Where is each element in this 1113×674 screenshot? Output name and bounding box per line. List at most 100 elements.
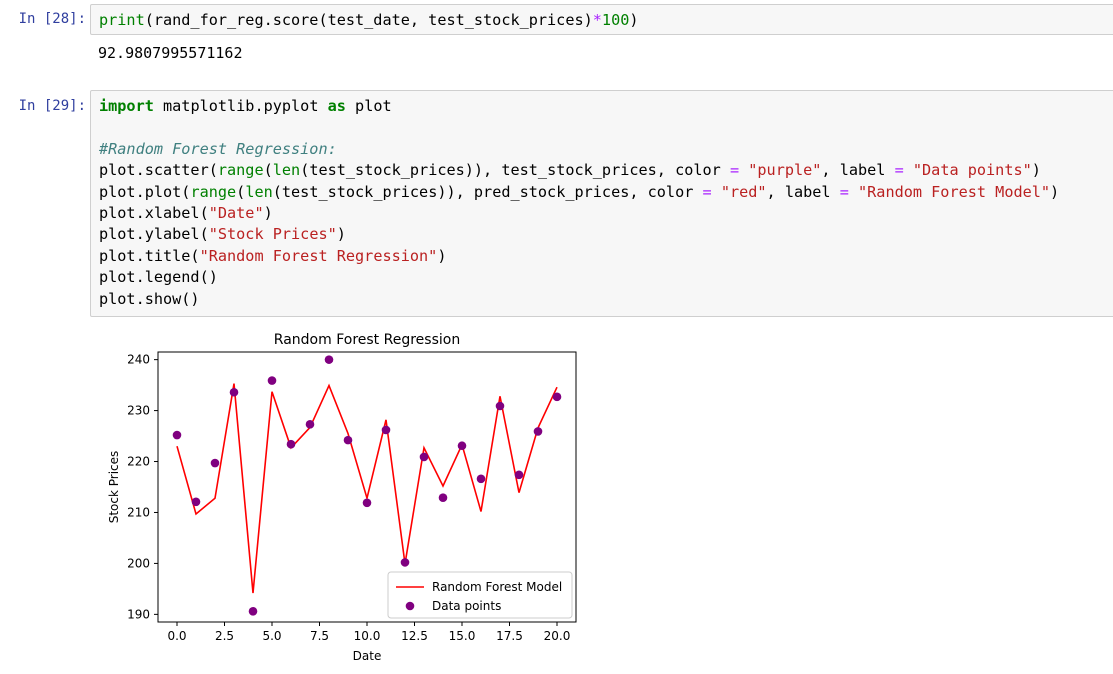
code-token: (rand_for_reg.score(test_date, test_stoc… <box>144 11 593 29</box>
code-token: ) <box>1050 182 1060 201</box>
code-line: #Random Forest Regression: <box>99 139 1111 160</box>
data-point <box>248 607 258 616</box>
code-line: print(rand_for_reg.score(test_date, test… <box>99 10 1111 31</box>
data-point <box>400 558 410 567</box>
code-token: (test_stock_prices)), test_stock_prices,… <box>300 161 730 180</box>
data-point <box>324 355 334 364</box>
data-point <box>305 420 315 429</box>
data-point <box>229 387 239 397</box>
code-line <box>99 117 1111 138</box>
legend-label-model: Random Forest Model <box>432 580 562 594</box>
x-tick-label: 20.0 <box>544 629 571 643</box>
code-line: import matplotlib.pyplot as plot <box>99 96 1111 117</box>
legend-point-marker <box>405 601 415 611</box>
code-token: "Random Forest Regression" <box>199 246 438 265</box>
code-token: "purple" <box>748 161 822 180</box>
y-tick-label: 240 <box>127 353 150 367</box>
data-point <box>457 441 467 451</box>
code-line: plot.scatter(range(len(test_stock_prices… <box>99 160 1111 181</box>
code-token: "Stock Prices" <box>208 225 337 244</box>
code-token <box>739 161 748 179</box>
code-token: print <box>99 11 145 29</box>
y-axis-label: Stock Prices <box>107 451 121 524</box>
code-line: plot.show() <box>99 289 1111 310</box>
code-editor-28[interactable]: print(rand_for_reg.score(test_date, test… <box>99 10 1111 31</box>
cell-prompt-28: In [28]: <box>18 11 86 27</box>
code-line: plot.xlabel("Date") <box>99 203 1111 224</box>
data-point <box>210 458 220 468</box>
code-token: plot.legend() <box>99 268 218 287</box>
code-token: len <box>272 161 301 180</box>
code-token: ) <box>1031 161 1041 180</box>
data-point <box>191 497 201 507</box>
x-tick-label: 12.5 <box>401 629 428 643</box>
code-token: , label <box>821 161 895 180</box>
data-point <box>267 376 277 385</box>
legend-box <box>387 571 573 619</box>
code-token: range <box>217 161 264 180</box>
data-point <box>552 392 562 402</box>
code-token: ( <box>263 161 273 180</box>
data-point <box>343 435 353 445</box>
code-line: plot.ylabel("Stock Prices") <box>99 224 1111 245</box>
code-token: plot.show() <box>99 289 200 308</box>
x-tick-label: 17.5 <box>496 629 523 643</box>
code-token: = <box>839 182 849 201</box>
chart-random-forest-regression: Random Forest Regression 0.0 2.5 5.0 7.5 10.0… <box>107 332 577 663</box>
code-token: "Random Forest Model" <box>858 182 1051 201</box>
code-token: "Date" <box>208 204 264 223</box>
y-tick-label: 210 <box>127 505 150 519</box>
data-point <box>286 439 296 449</box>
code-token: as <box>327 97 346 115</box>
code-token: (test_stock_prices)), pred_stock_prices,… <box>272 182 703 201</box>
data-point <box>438 493 448 502</box>
code-editor-29[interactable]: import matplotlib.pyplot as plot #Random… <box>99 96 1111 310</box>
x-tick-label: 0.0 <box>167 629 186 643</box>
data-point <box>419 452 429 462</box>
code-token: 100 <box>601 11 630 29</box>
code-token: ( <box>236 182 246 201</box>
data-point <box>172 430 182 440</box>
y-tick-label: 200 <box>127 556 150 570</box>
code-cell-29[interactable]: import matplotlib.pyplot as plot #Random… <box>90 90 1113 317</box>
code-token: "red" <box>720 182 767 201</box>
legend-label-points: Data points <box>432 599 501 613</box>
code-token: ) <box>437 246 447 265</box>
code-token: plot.ylabel( <box>99 225 209 244</box>
code-token: = <box>729 161 740 180</box>
chart-title: Random Forest Regression <box>274 332 460 348</box>
code-token: ) <box>336 225 346 244</box>
code-token: = <box>894 161 904 180</box>
code-token: matplotlib.pyplot <box>153 97 328 115</box>
x-tick-label: 2.5 <box>215 629 234 643</box>
code-token: plot <box>345 97 392 115</box>
code-token: plot.title( <box>99 246 200 265</box>
data-point <box>362 498 372 508</box>
code-line: plot.legend() <box>99 267 1111 288</box>
code-token: len <box>245 182 273 201</box>
code-token <box>904 161 913 179</box>
code-token: plot.scatter( <box>99 161 218 180</box>
code-cell-28[interactable]: print(rand_for_reg.score(test_date, test… <box>90 4 1113 35</box>
code-token: ) <box>263 204 273 223</box>
x-tick-label: 15.0 <box>449 629 476 643</box>
code-token: * <box>592 11 602 29</box>
code-token: , label <box>766 182 840 201</box>
data-point <box>476 474 486 484</box>
data-point <box>533 427 543 436</box>
output-score: 92.9807995571162 <box>98 44 243 62</box>
code-token <box>712 183 721 201</box>
code-token: plot.xlabel( <box>99 204 209 223</box>
data-point <box>495 401 505 411</box>
code-token: "Data points" <box>912 161 1032 180</box>
y-tick-label: 190 <box>127 607 150 621</box>
x-tick-label: 10.0 <box>354 629 381 643</box>
code-token: = <box>702 182 712 201</box>
x-tick-label: 5.0 <box>262 629 281 643</box>
y-tick-label: 230 <box>127 404 150 418</box>
x-tick-label: 7.5 <box>310 629 329 643</box>
series-line-random-forest-model <box>176 383 558 594</box>
data-point <box>381 425 391 435</box>
x-axis-label: Date <box>353 649 382 663</box>
code-token: range <box>190 182 237 201</box>
